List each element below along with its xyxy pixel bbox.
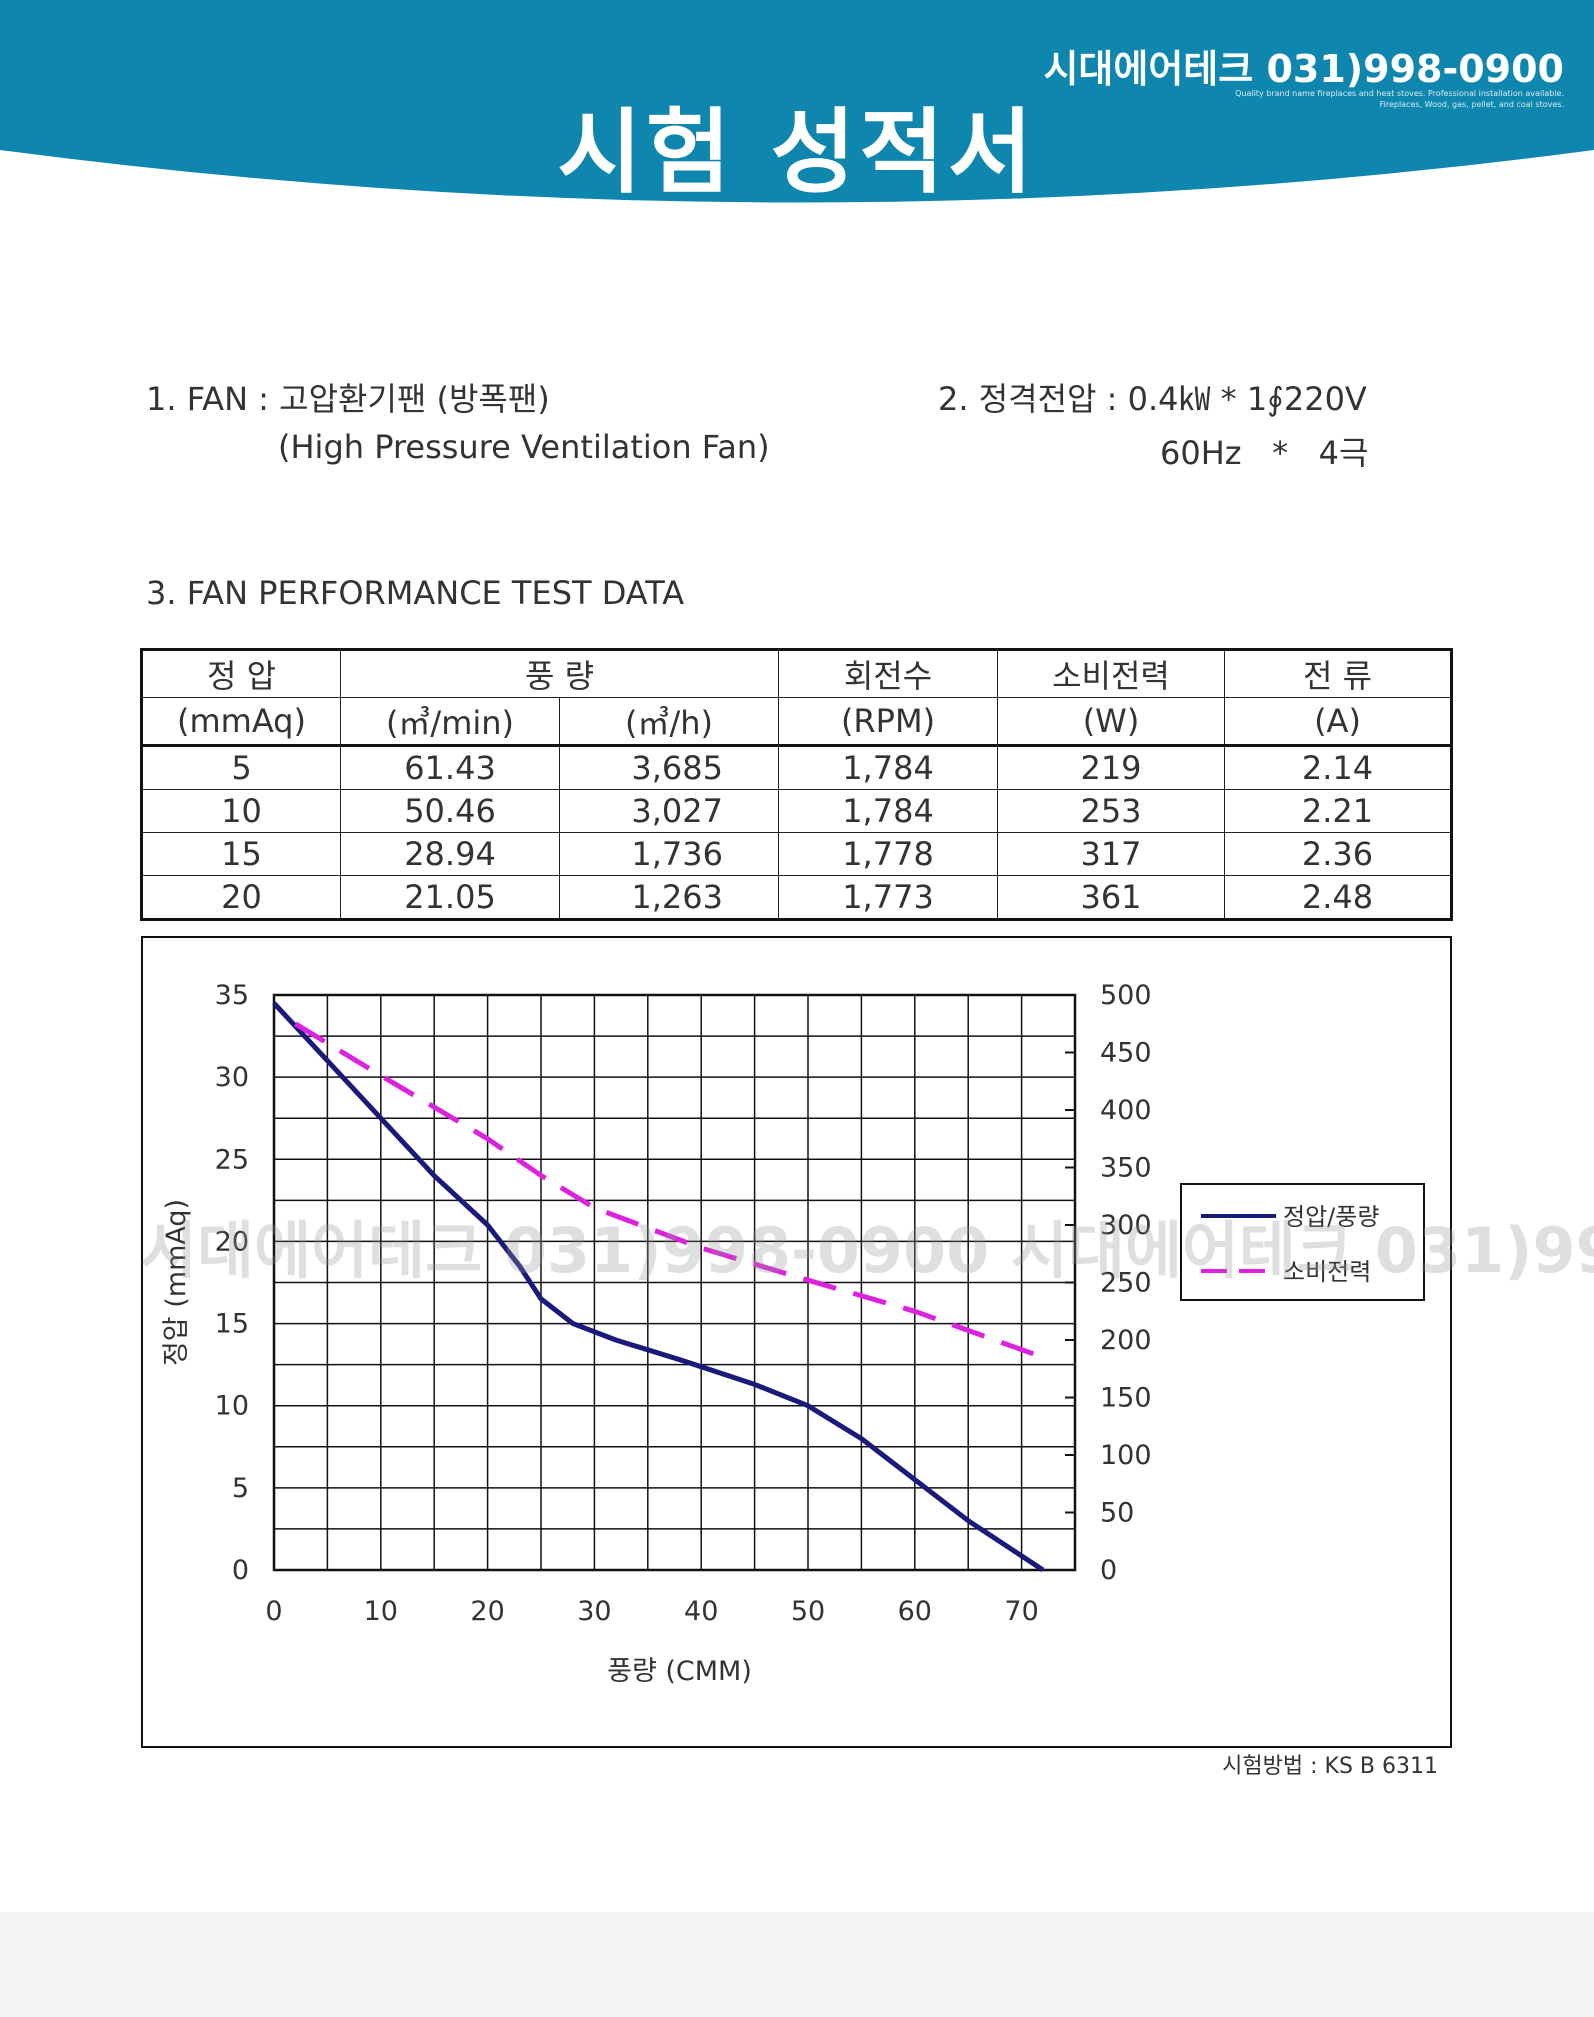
cell-cmm: 21.05: [340, 875, 560, 920]
cell-cmm: 61.43: [340, 745, 560, 790]
unit-ampere: (A): [1224, 697, 1452, 747]
y-tick-label: 5: [232, 1473, 249, 1504]
x-tick-label: 60: [898, 1596, 932, 1627]
performance-chart: 0 10 20 30 40 50 60 70 0 5 10 15 20 25 30 35 0 50 100 150 20…: [141, 936, 1452, 1748]
cell-power: 253: [997, 789, 1225, 833]
rated-voltage: 2. 정격전압 : 0.4㎾ * 1∮220V: [938, 380, 1367, 418]
section-title: 3. FAN PERFORMANCE TEST DATA: [146, 574, 685, 612]
chart-canvas: 0 10 20 30 40 50 60 700510152025303505010015020…: [161, 980, 1425, 1687]
cell-cmm: 28.94: [340, 832, 560, 876]
fan-type: 1. FAN : 고압환기팬 (방폭팬): [146, 380, 550, 418]
y2-tick-label: 200: [1100, 1325, 1152, 1356]
header-current: 전 류: [1224, 649, 1452, 698]
cell-pressure: 5: [141, 745, 341, 790]
y-tick-label: 10: [215, 1391, 249, 1422]
unit-mmaq: (mmAq): [141, 697, 341, 747]
table-row: 5 61.43 3,685 1,784 219 2.14: [141, 745, 1452, 790]
x-tick-label: 70: [1004, 1596, 1038, 1627]
header-banner: [0, 0, 1594, 203]
performance-table: 정 압 풍 량 회전수 소비전력 전 류 (mmAq) (㎥/min) (㎥/h…: [140, 648, 1453, 921]
y2-tick-label: 50: [1100, 1498, 1134, 1529]
cell-current: 2.48: [1224, 875, 1452, 920]
y-tick-label: 15: [215, 1309, 249, 1340]
footer-band: [0, 1912, 1594, 2017]
y-tick-label: 35: [215, 980, 249, 1011]
y2-tick-label: 500: [1100, 980, 1152, 1011]
cell-rpm: 1,784: [778, 745, 998, 790]
cell-rpm: 1,778: [778, 832, 998, 876]
y-tick-label: 0: [232, 1555, 249, 1586]
cell-cmh: 1,736: [559, 832, 779, 876]
y2-tick-label: 450: [1100, 1038, 1152, 1069]
x-axis-label: 풍량 (CMM): [607, 1656, 752, 1687]
y2-tick-label: 0: [1100, 1555, 1117, 1586]
header-airflow: 풍 량: [340, 649, 779, 698]
brand-description-line-1: Quality brand name fireplaces and heat s…: [1235, 89, 1564, 98]
y2-tick-label: 300: [1100, 1210, 1152, 1241]
cell-power: 219: [997, 745, 1225, 790]
y2-tick-label: 100: [1100, 1440, 1152, 1471]
table-row: 10 50.46 3,027 1,784 253 2.21: [141, 789, 1452, 833]
cell-rpm: 1,784: [778, 789, 998, 833]
cell-current: 2.36: [1224, 832, 1452, 876]
brand-description: Quality brand name fireplaces and heat s…: [1204, 88, 1564, 110]
table-row: 15 28.94 1,736 1,778 317 2.36: [141, 832, 1452, 876]
header-power: 소비전력: [997, 649, 1225, 698]
y2-tick-label: 150: [1100, 1383, 1152, 1414]
cell-pressure: 20: [141, 875, 341, 920]
y-tick-label: 30: [215, 1062, 249, 1093]
x-tick-label: 20: [470, 1596, 504, 1627]
header-static-pressure: 정 압: [141, 649, 341, 698]
header-rpm: 회전수: [778, 649, 998, 698]
cell-power: 361: [997, 875, 1225, 920]
rated-frequency-poles: 60Hz * 4극: [1160, 434, 1369, 472]
y2-tick-label: 250: [1100, 1268, 1152, 1299]
unit-watt: (W): [997, 697, 1225, 747]
cell-rpm: 1,773: [778, 875, 998, 920]
cell-pressure: 15: [141, 832, 341, 876]
cell-cmh: 1,263: [559, 875, 779, 920]
table-units-row: (mmAq) (㎥/min) (㎥/h) (RPM) (W) (A): [141, 697, 1452, 747]
x-tick-label: 50: [791, 1596, 825, 1627]
cell-cmh: 3,027: [559, 789, 779, 833]
cell-pressure: 10: [141, 789, 341, 833]
cell-current: 2.14: [1224, 745, 1452, 790]
cell-cmm: 50.46: [340, 789, 560, 833]
y2-tick-label: 400: [1100, 1095, 1152, 1126]
y-tick-label: 25: [215, 1144, 249, 1175]
page-title: 시험 성적서: [557, 99, 1037, 206]
cell-cmh: 3,685: [559, 745, 779, 790]
legend-box: [1180, 1183, 1425, 1301]
unit-cmm: (㎥/min): [340, 697, 560, 747]
unit-rpm: (RPM): [778, 697, 998, 747]
x-tick-label: 0: [265, 1596, 282, 1627]
legend-label: 정압/풍량: [1283, 1203, 1379, 1231]
y2-tick-label: 350: [1100, 1153, 1152, 1184]
series-line-power: [294, 1021, 1044, 1360]
table-row: 20 21.05 1,263 1,773 361 2.48: [141, 875, 1452, 920]
watermark: 시대에어테크 031)998-0900 시대에어테크 031)998-0900: [140, 1214, 1594, 1287]
fan-type-english: (High Pressure Ventilation Fan): [278, 428, 770, 466]
cell-current: 2.21: [1224, 789, 1452, 833]
legend-label: 소비전력: [1283, 1258, 1371, 1286]
brand-contact: 시대에어테크 031)998-0900: [1043, 47, 1564, 91]
table-header-row: 정 압 풍 량 회전수 소비전력 전 류: [141, 649, 1452, 698]
unit-cmh: (㎥/h): [559, 697, 779, 747]
x-tick-label: 40: [684, 1596, 718, 1627]
x-tick-label: 10: [364, 1596, 398, 1627]
x-tick-label: 30: [577, 1596, 611, 1627]
test-method: 시험방법 : KS B 6311: [1222, 1754, 1438, 1779]
cell-power: 317: [997, 832, 1225, 876]
y-axis-label: 정압 (mmAq): [161, 1199, 192, 1366]
series-line-pressure: [272, 1001, 1045, 1573]
brand-description-line-2: Fireplaces, Wood, gas, pellet, and coal …: [1379, 100, 1564, 109]
y-tick-label: 20: [215, 1226, 249, 1257]
